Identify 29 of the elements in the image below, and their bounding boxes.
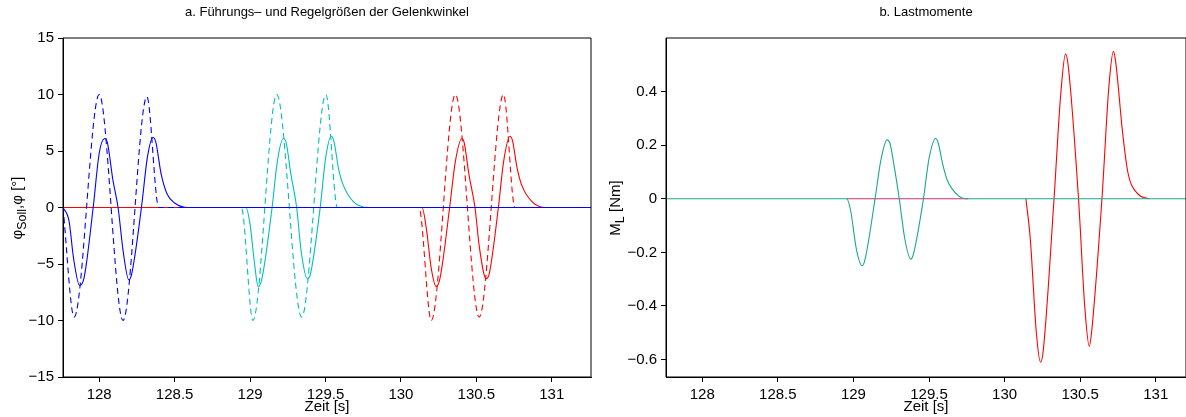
y-tick-label: −0.2	[627, 242, 657, 260]
y-tick-label: −0.4	[627, 296, 657, 314]
y-tick-label: 10	[37, 84, 54, 102]
chart-title: b. Lastmomente	[878, 4, 974, 19]
y-tick-label: 0.2	[636, 135, 657, 153]
x-tick-label: 129	[237, 385, 263, 403]
y-tick-label: −10	[28, 310, 54, 328]
y-tick-label: −0.6	[627, 349, 657, 367]
y-tick-label: 0	[648, 188, 657, 206]
line-series	[1025, 50, 1150, 363]
x-tick-label: 128.5	[759, 385, 797, 403]
x-tick-label: 130.5	[457, 385, 496, 403]
x-tick-label: 130	[388, 385, 414, 403]
x-tick-label: 131	[539, 385, 565, 403]
line-series	[666, 137, 1186, 267]
y-tick-label: −15	[28, 367, 54, 385]
x-tick-label: 130	[992, 385, 1018, 403]
x-tick-label: 129	[840, 385, 866, 403]
x-tick-label: 130.5	[1061, 385, 1099, 403]
x-tick-label: 128	[689, 385, 715, 403]
y-tick-label: 15	[37, 28, 54, 46]
x-tick-label: 128.5	[155, 385, 194, 403]
y-tick-label: −5	[36, 254, 54, 272]
y-tick-label: 0.4	[636, 81, 657, 99]
x-tick-label: 128	[86, 385, 112, 403]
y-tick-label: 5	[45, 141, 54, 159]
y-tick-label: 0	[45, 197, 54, 215]
chart-title: a. Führungs– und Regelgrößen der Gelenkwinkel	[184, 4, 470, 19]
x-tick-label: 131	[1143, 385, 1169, 403]
